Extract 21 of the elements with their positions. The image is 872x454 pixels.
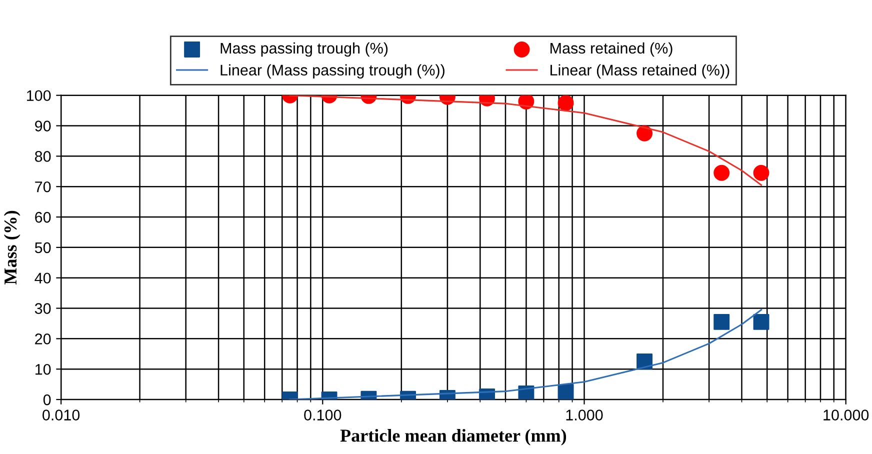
y-tick-label: 10 [35,364,51,375]
legend-label: Linear (Mass passing trough (%)) [220,64,444,79]
legend-label: Mass retained (%) [550,42,672,57]
y-tick-label: 70 [35,181,51,192]
y-tick-label: 90 [35,120,51,132]
y-tick-label: 0 [43,394,51,406]
y-tick-label: 20 [35,334,51,344]
x-tick-label: 0.010 [42,410,80,420]
y-tick-label: 50 [34,242,51,254]
y-tick-label: 60 [35,212,51,223]
x-tick-label: 1.000 [566,410,603,420]
x-tick-label: 0.100 [304,410,342,420]
y-tick-label: 40 [34,272,51,284]
y-tick-label: 100 [26,90,51,102]
x-axis-title: Particle mean diameter (mm) [340,429,566,446]
legend-label: Mass passing trough (%) [220,42,388,57]
y-tick-label: 30 [34,303,51,314]
y-axis-title: Mass (%) [4,210,20,284]
y-tick-label: 80 [34,151,51,162]
x-tick-label: 10.000 [824,410,869,420]
legend-label: Linear (Mass retained (%)) [550,64,730,79]
